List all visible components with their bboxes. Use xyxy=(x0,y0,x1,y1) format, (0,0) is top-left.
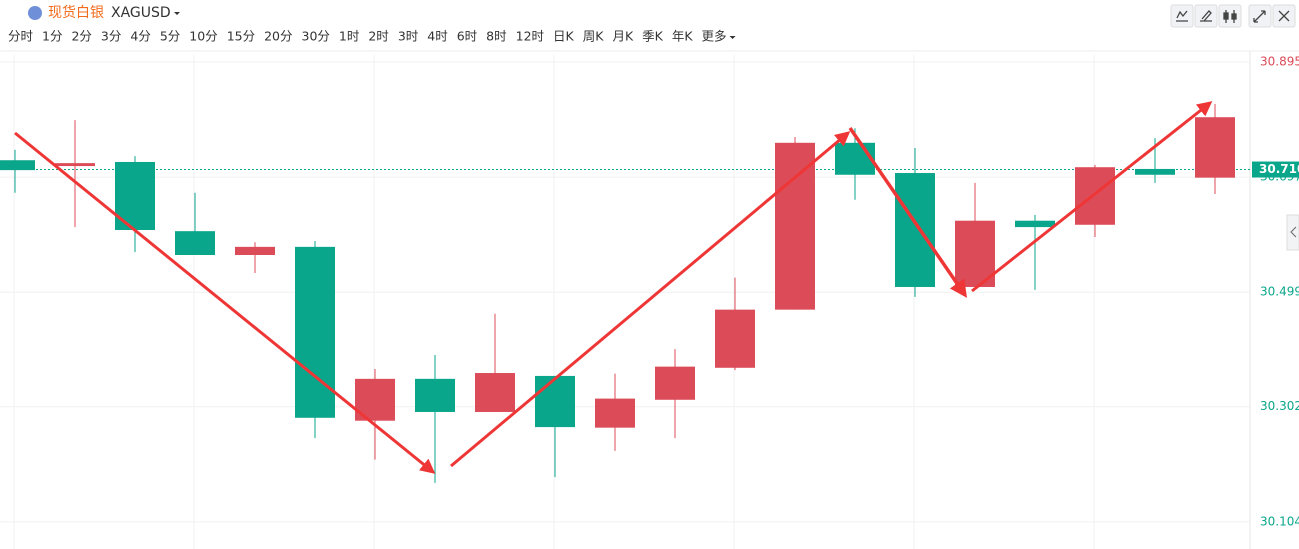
candle-body xyxy=(535,375,575,428)
candle-body xyxy=(895,173,935,287)
timeframe[interactable]: 3分 xyxy=(101,29,121,44)
candle-body xyxy=(715,309,755,368)
candle-body xyxy=(1015,220,1055,228)
timeframe[interactable]: 2分 xyxy=(71,29,91,44)
tool-button[interactable] xyxy=(1170,4,1194,28)
timeframe[interactable]: 年K xyxy=(672,29,694,44)
timeframe[interactable]: 30分 xyxy=(302,29,330,44)
side-tab-icon xyxy=(1290,226,1297,238)
symbol-caret[interactable] xyxy=(174,12,180,15)
candle-body xyxy=(775,142,815,310)
timeframe[interactable]: 10分 xyxy=(189,29,217,44)
tool-icons xyxy=(1176,10,1290,23)
timeframe[interactable]: 15分 xyxy=(227,29,255,44)
timeframe[interactable]: 月K xyxy=(612,29,634,44)
candle-body xyxy=(595,398,635,428)
y-tick-label: 30.104 xyxy=(1260,514,1299,528)
last-price-label: 30.710 xyxy=(1259,162,1299,176)
more-caret xyxy=(729,36,736,39)
timeframe[interactable]: 1时 xyxy=(339,29,360,44)
timeframe[interactable]: 日K xyxy=(553,29,575,44)
symbol[interactable]: XAGUSD xyxy=(111,5,171,21)
timeframe[interactable]: 8时 xyxy=(486,29,507,44)
timeframe[interactable]: 更多 xyxy=(702,29,727,44)
candle-body xyxy=(835,142,875,175)
trend-arrow xyxy=(14,131,436,474)
tool-button[interactable] xyxy=(1194,4,1218,28)
y-tick-label: 30.302 xyxy=(1260,399,1299,413)
candle-body xyxy=(955,220,995,287)
candle-body xyxy=(235,246,275,255)
timeframe-bar: 分时 1分 2分 3分 4分 5分 10分 15分 20分 30分 1时 2时 3时 4时 6时 8时 12时日… xyxy=(8,29,736,44)
timeframe[interactable]: 分时 xyxy=(8,29,34,44)
y-tick-label: 30.499 xyxy=(1260,285,1299,299)
timeframe[interactable]: 1分 xyxy=(42,29,62,44)
timeframe[interactable]: 4时 xyxy=(427,29,448,44)
timeframe[interactable]: 2时 xyxy=(368,29,389,44)
tool-button[interactable] xyxy=(1218,4,1242,28)
candle-body xyxy=(0,160,35,171)
candle-body xyxy=(55,163,95,167)
symbol-icon xyxy=(28,6,42,20)
side-tab[interactable] xyxy=(1286,214,1299,251)
last-price-tag xyxy=(1252,161,1299,178)
candle-body xyxy=(1075,167,1115,225)
candle-body xyxy=(655,366,695,400)
plot xyxy=(0,55,1250,549)
timeframe[interactable]: 周K xyxy=(583,29,605,44)
trend-arrow xyxy=(971,101,1213,293)
candle-body xyxy=(175,231,215,255)
candle-body xyxy=(475,373,515,412)
timeframe[interactable]: 季K xyxy=(642,29,664,44)
timeframe[interactable]: 3时 xyxy=(398,29,419,44)
timeframe[interactable]: 12时 xyxy=(516,29,545,44)
candle-body xyxy=(295,246,335,418)
trend-arrow xyxy=(450,131,851,468)
candle-body xyxy=(1195,117,1235,178)
timeframe[interactable]: 20分 xyxy=(264,29,292,44)
timeframe[interactable]: 4分 xyxy=(130,29,150,44)
timeframe[interactable]: 6时 xyxy=(457,29,478,44)
y-tick-label: 30.895 xyxy=(1260,54,1299,68)
candle-body xyxy=(415,378,455,412)
trend-arrow xyxy=(848,127,967,298)
candle-body xyxy=(1135,168,1175,175)
chart-title[interactable]: 现货白银 xyxy=(48,4,104,21)
trend-arrows xyxy=(14,101,1213,474)
timeframe[interactable]: 5分 xyxy=(160,29,180,44)
